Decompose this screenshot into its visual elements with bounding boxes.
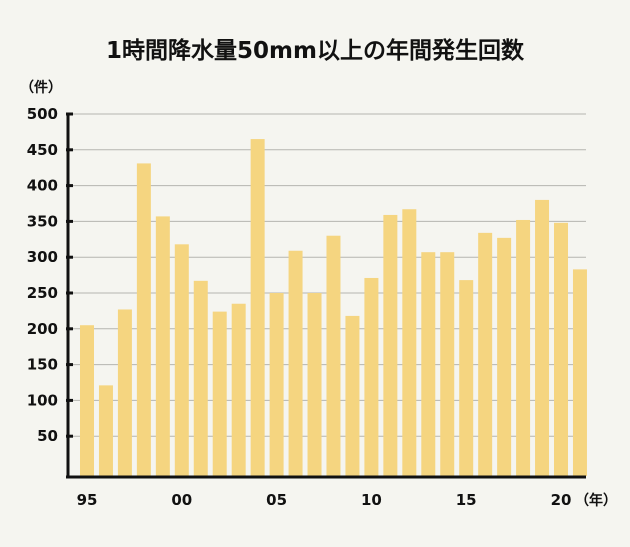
x-tick-label: 05 [266, 491, 287, 509]
y-tick-label: 300 [27, 248, 58, 266]
bar-2007 [307, 293, 322, 476]
bar-2004 [250, 139, 265, 476]
x-tick-label: 95 [77, 491, 98, 509]
bar-2005 [269, 293, 284, 476]
x-axis-unit: （年） [575, 492, 617, 509]
bar-2002 [212, 311, 227, 476]
bar-2014 [440, 252, 455, 476]
x-tick-label: 10 [361, 491, 382, 509]
bar-2020 [554, 222, 568, 476]
bar-2018 [516, 219, 531, 476]
bar-1999 [155, 216, 170, 476]
bar-2008 [326, 235, 341, 476]
bar-1995 [80, 325, 94, 476]
bar-2013 [421, 252, 436, 476]
y-tick-label: 250 [27, 284, 58, 302]
bar-2012 [402, 209, 417, 476]
bar-2009 [345, 315, 360, 476]
y-tick-label: 400 [27, 177, 58, 195]
x-tick-label: 00 [171, 491, 192, 509]
bar-2001 [193, 280, 208, 476]
bar-2017 [497, 237, 512, 476]
bar-2019 [535, 199, 550, 477]
bar-2006 [288, 250, 303, 476]
chart-title: 1時間降水量50mm以上の年間発生回数 [106, 37, 525, 64]
bar-1997 [117, 309, 132, 476]
bar-1998 [136, 163, 151, 477]
bar-2011 [383, 214, 398, 476]
bar-1996 [98, 385, 113, 476]
x-tick-label: 20 [551, 491, 572, 509]
bar-2010 [364, 277, 379, 476]
y-tick-label: 150 [27, 356, 58, 374]
y-axis-unit: （件） [20, 79, 62, 96]
y-tick-label: 200 [27, 320, 58, 338]
y-tick-label: 500 [27, 105, 58, 123]
bar-2015 [459, 280, 474, 476]
x-tick-label: 15 [456, 491, 477, 509]
bar-2003 [231, 303, 246, 476]
y-tick-label: 450 [27, 141, 58, 159]
bar-2021 [572, 269, 587, 476]
bar-2000 [174, 244, 189, 476]
bar-2016 [478, 232, 493, 476]
y-tick-label: 350 [27, 212, 58, 230]
y-tick-label: 100 [27, 391, 58, 409]
y-tick-label: 50 [37, 427, 58, 445]
